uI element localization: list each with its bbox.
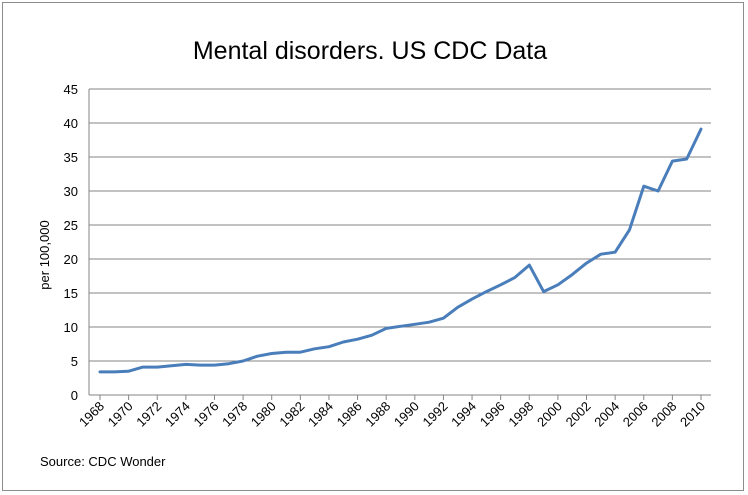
x-tick-label: 1990 xyxy=(391,399,422,430)
x-tick-label: 2006 xyxy=(620,399,651,430)
x-tick-label: 1982 xyxy=(276,399,307,430)
y-axis-ticks: 0 5 10 15 20 25 30 35 40 45 xyxy=(64,82,78,403)
y-tick-label: 20 xyxy=(64,252,78,267)
x-tick-label: 1984 xyxy=(305,399,336,430)
series-layer xyxy=(98,127,703,374)
x-tick-label: 2004 xyxy=(591,399,622,430)
chart-title: Mental disorders. US CDC Data xyxy=(193,37,547,65)
x-tick-label: 1986 xyxy=(334,399,365,430)
x-tick-label: 1976 xyxy=(191,399,222,430)
series-line xyxy=(98,127,703,374)
x-tick-label: 2000 xyxy=(534,399,565,430)
x-tick-label: 1996 xyxy=(477,399,508,430)
y-tick-label: 0 xyxy=(71,388,78,403)
x-tick-label: 1994 xyxy=(448,399,479,430)
x-axis-ticks: 1968197019721974197619781980198219841986… xyxy=(76,395,708,430)
x-tick-label: 1980 xyxy=(248,399,279,430)
x-tick-label: 1974 xyxy=(162,399,193,430)
y-tick-label: 15 xyxy=(64,286,78,301)
y-tick-label: 10 xyxy=(64,320,78,335)
x-tick-label: 1978 xyxy=(219,399,250,430)
x-tick-label: 1970 xyxy=(105,399,136,430)
source-note: Source: CDC Wonder xyxy=(40,454,166,469)
y-axis-label: per 100,000 xyxy=(37,220,52,289)
y-tick-label: 25 xyxy=(64,218,78,233)
y-tick-label: 45 xyxy=(64,82,78,97)
x-tick-label: 2002 xyxy=(563,399,594,430)
gridlines xyxy=(88,88,711,396)
x-tick-label: 1972 xyxy=(133,399,164,430)
x-tick-label: 1992 xyxy=(419,399,450,430)
y-tick-label: 40 xyxy=(64,116,78,131)
x-tick-label: 2008 xyxy=(648,399,679,430)
x-tick-label: 1968 xyxy=(76,399,107,430)
x-tick-label: 2010 xyxy=(677,399,708,430)
y-tick-label: 30 xyxy=(64,184,78,199)
x-tick-label: 1998 xyxy=(505,399,536,430)
y-tick-label: 5 xyxy=(71,354,78,369)
x-tick-label: 1988 xyxy=(362,399,393,430)
y-tick-label: 35 xyxy=(64,150,78,165)
